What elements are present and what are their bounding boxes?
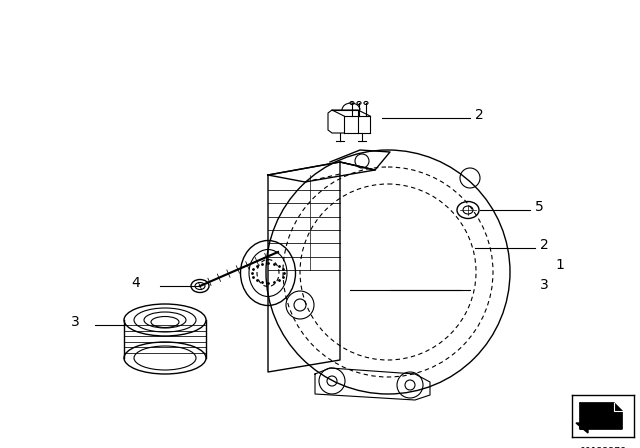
Ellipse shape [191,280,209,293]
Text: 00132378: 00132378 [579,447,627,448]
Text: 2: 2 [540,238,548,252]
Text: 5: 5 [535,200,544,214]
Polygon shape [580,403,622,429]
Text: 3: 3 [540,278,548,292]
Text: 3: 3 [71,315,80,329]
Text: 1: 1 [555,258,564,272]
Text: 4: 4 [131,276,140,290]
Polygon shape [576,423,588,433]
Text: 2: 2 [475,108,484,122]
